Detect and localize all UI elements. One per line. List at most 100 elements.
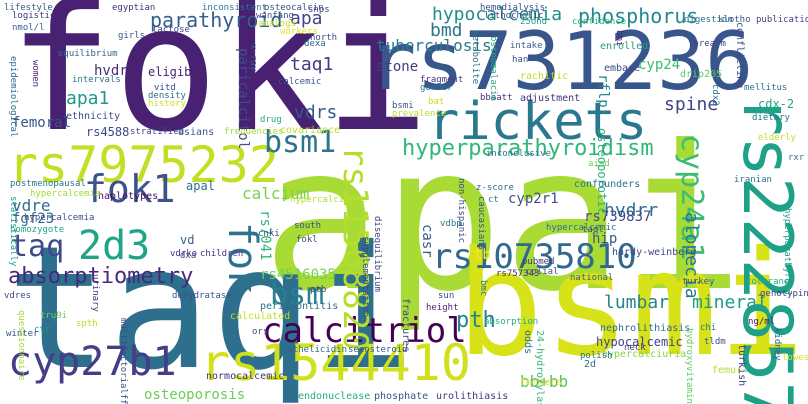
word-hardy-weinberg: hardy-weinberg: [612, 247, 697, 258]
word-height: height: [426, 303, 459, 313]
word-egyptian: egyptian: [112, 3, 156, 13]
word-stratified: stratified: [130, 127, 185, 137]
word-multifactorialff: multifactorialff: [118, 318, 128, 404]
word-eligible: eligible: [148, 65, 206, 79]
word-apai: apai: [262, 103, 744, 336]
word-girls: girls: [118, 31, 146, 41]
word-hvdr: hvdr: [94, 63, 128, 79]
word-bmd: bmd: [430, 20, 463, 41]
word-pth: pth: [456, 308, 496, 333]
word-aiad: aiad: [588, 159, 610, 169]
word-formers: formers: [520, 377, 563, 388]
word-ptb: ptb: [310, 285, 327, 295]
word-intake: intake: [510, 41, 543, 51]
word-tuberculosis: tuberculosis: [376, 36, 492, 55]
word-covariance: covariance: [280, 125, 341, 136]
word-embase: embase: [604, 63, 641, 74]
word-24-hydroxylase: 24-hydroxylase: [534, 330, 545, 404]
word-vdrko: vdrko: [170, 249, 198, 259]
word-dexa: dexa: [304, 39, 326, 49]
word-dietary: dietary: [752, 113, 790, 123]
word-mineral: mineral: [692, 292, 768, 313]
word-bmi: bmi: [614, 30, 624, 47]
word-bsmi: bsmi: [456, 220, 806, 389]
word-cdx-2: cdx-2: [758, 97, 795, 111]
word-vdbp: vdbp: [440, 219, 462, 229]
word-taq: taq: [10, 229, 65, 264]
word-apa1: apa1: [66, 88, 110, 109]
word-osteoporosis: osteoporosis: [144, 387, 246, 403]
word-wanfang: wanfang: [256, 11, 294, 21]
word-rs4516035: rs4516035: [260, 267, 336, 283]
word-fractures: fractures: [400, 298, 411, 353]
word-absorptiometry: absorptiometry: [8, 264, 194, 289]
word-phosphate: phosphate: [374, 391, 429, 402]
word-klotho: klotho: [718, 15, 751, 25]
word-prevalence: prevalence: [392, 109, 447, 119]
word-vdres: vdres: [4, 291, 32, 301]
word-vitd: vitd: [154, 83, 176, 93]
word-cathelicidin: cathelicidin: [282, 345, 348, 355]
word-bsm1: bsm1: [264, 125, 337, 160]
word-disequilibrium: disequilibrium: [372, 216, 382, 292]
word-2d: 2d: [584, 359, 597, 370]
word-winter: winter: [6, 329, 39, 339]
word-cyp24a1: cyp24a1: [674, 134, 709, 261]
word-publication: publication: [756, 15, 808, 25]
word-nmoll: nmol/l: [12, 23, 45, 33]
word-lumbar: lumbar: [604, 292, 670, 313]
word-parathyroid: parathyroid: [150, 8, 283, 32]
word-logistic: logistic: [12, 11, 56, 21]
word-fokl: fokl: [296, 235, 318, 245]
word-hypercalcemic-small: hypercalcemic: [546, 223, 617, 233]
word-postmenopausal: postmenopausal: [10, 179, 86, 189]
word-25ohd: 25ohd: [520, 17, 548, 27]
word-urolithiasis: urolithiasis: [436, 391, 509, 402]
word-questionnaire: questionnaire: [16, 310, 26, 381]
word-drip205: drip205: [680, 69, 723, 80]
word-hypercalciuria: hypercalciuria: [602, 349, 687, 360]
word-cdx2: cdx2: [710, 84, 720, 106]
word-periodontitis: periodontitis: [260, 301, 339, 312]
word-hvdrr: hvdrr: [604, 200, 659, 221]
word-hypocalcemia: hypocalcemia: [432, 4, 563, 25]
word-metabolite: metabolite: [470, 30, 480, 85]
word-homozygote: homozygote: [10, 225, 65, 235]
word-south: south: [294, 221, 322, 231]
word-osteocalcin: osteocalcin: [264, 3, 324, 13]
word-cyp27b1: cyp27b1: [8, 339, 177, 385]
word-rflp: rflp: [595, 74, 611, 108]
word-dehydratase: dehydratase: [172, 291, 232, 301]
word-alopecia: alopecia: [681, 212, 702, 299]
word-cnki: cnki: [258, 229, 280, 239]
word-taqi: taqi: [6, 210, 416, 404]
word-ctr: ctr: [34, 325, 51, 335]
word-hemodialysis: hemodialysis: [480, 3, 546, 13]
word-polish: polish: [580, 351, 613, 361]
word-bsmi-small: bsmi: [392, 101, 414, 111]
word-enrolled: enrolled: [600, 41, 649, 52]
word-ethnicity: ethnicity: [66, 111, 121, 122]
word-north: north: [310, 33, 338, 43]
word-bbaatt: bbaatt: [480, 93, 513, 103]
word-spth: spth: [76, 319, 98, 329]
word-rxr: rxr: [788, 153, 805, 163]
word-national: national: [570, 273, 614, 283]
word-cyp2r1: cyp2r1: [508, 191, 559, 207]
word-colial: colial: [526, 267, 559, 277]
word-caucasians: caucasians: [476, 196, 486, 251]
word-vdrs: vdrs: [294, 102, 338, 123]
word-hypercalcemia: hypercalcemia: [30, 189, 101, 199]
word-casr: casr: [419, 224, 435, 258]
word-lithocholic: lithocholic: [484, 11, 544, 21]
word-turkish: turkish: [736, 344, 747, 387]
word-calcitriol: calcitriol: [262, 311, 467, 351]
word-elderly: elderly: [758, 133, 796, 143]
word-foki: foki: [8, 0, 430, 171]
word-fok: fok: [219, 222, 265, 295]
word-density: density: [148, 91, 186, 101]
word-calcium: calcium: [242, 184, 310, 203]
word-taql: taql: [582, 225, 604, 235]
word-hyperparathyroidism: hyperparathyroidism: [402, 136, 654, 161]
word-inconsistent: inconsistent: [202, 3, 268, 13]
